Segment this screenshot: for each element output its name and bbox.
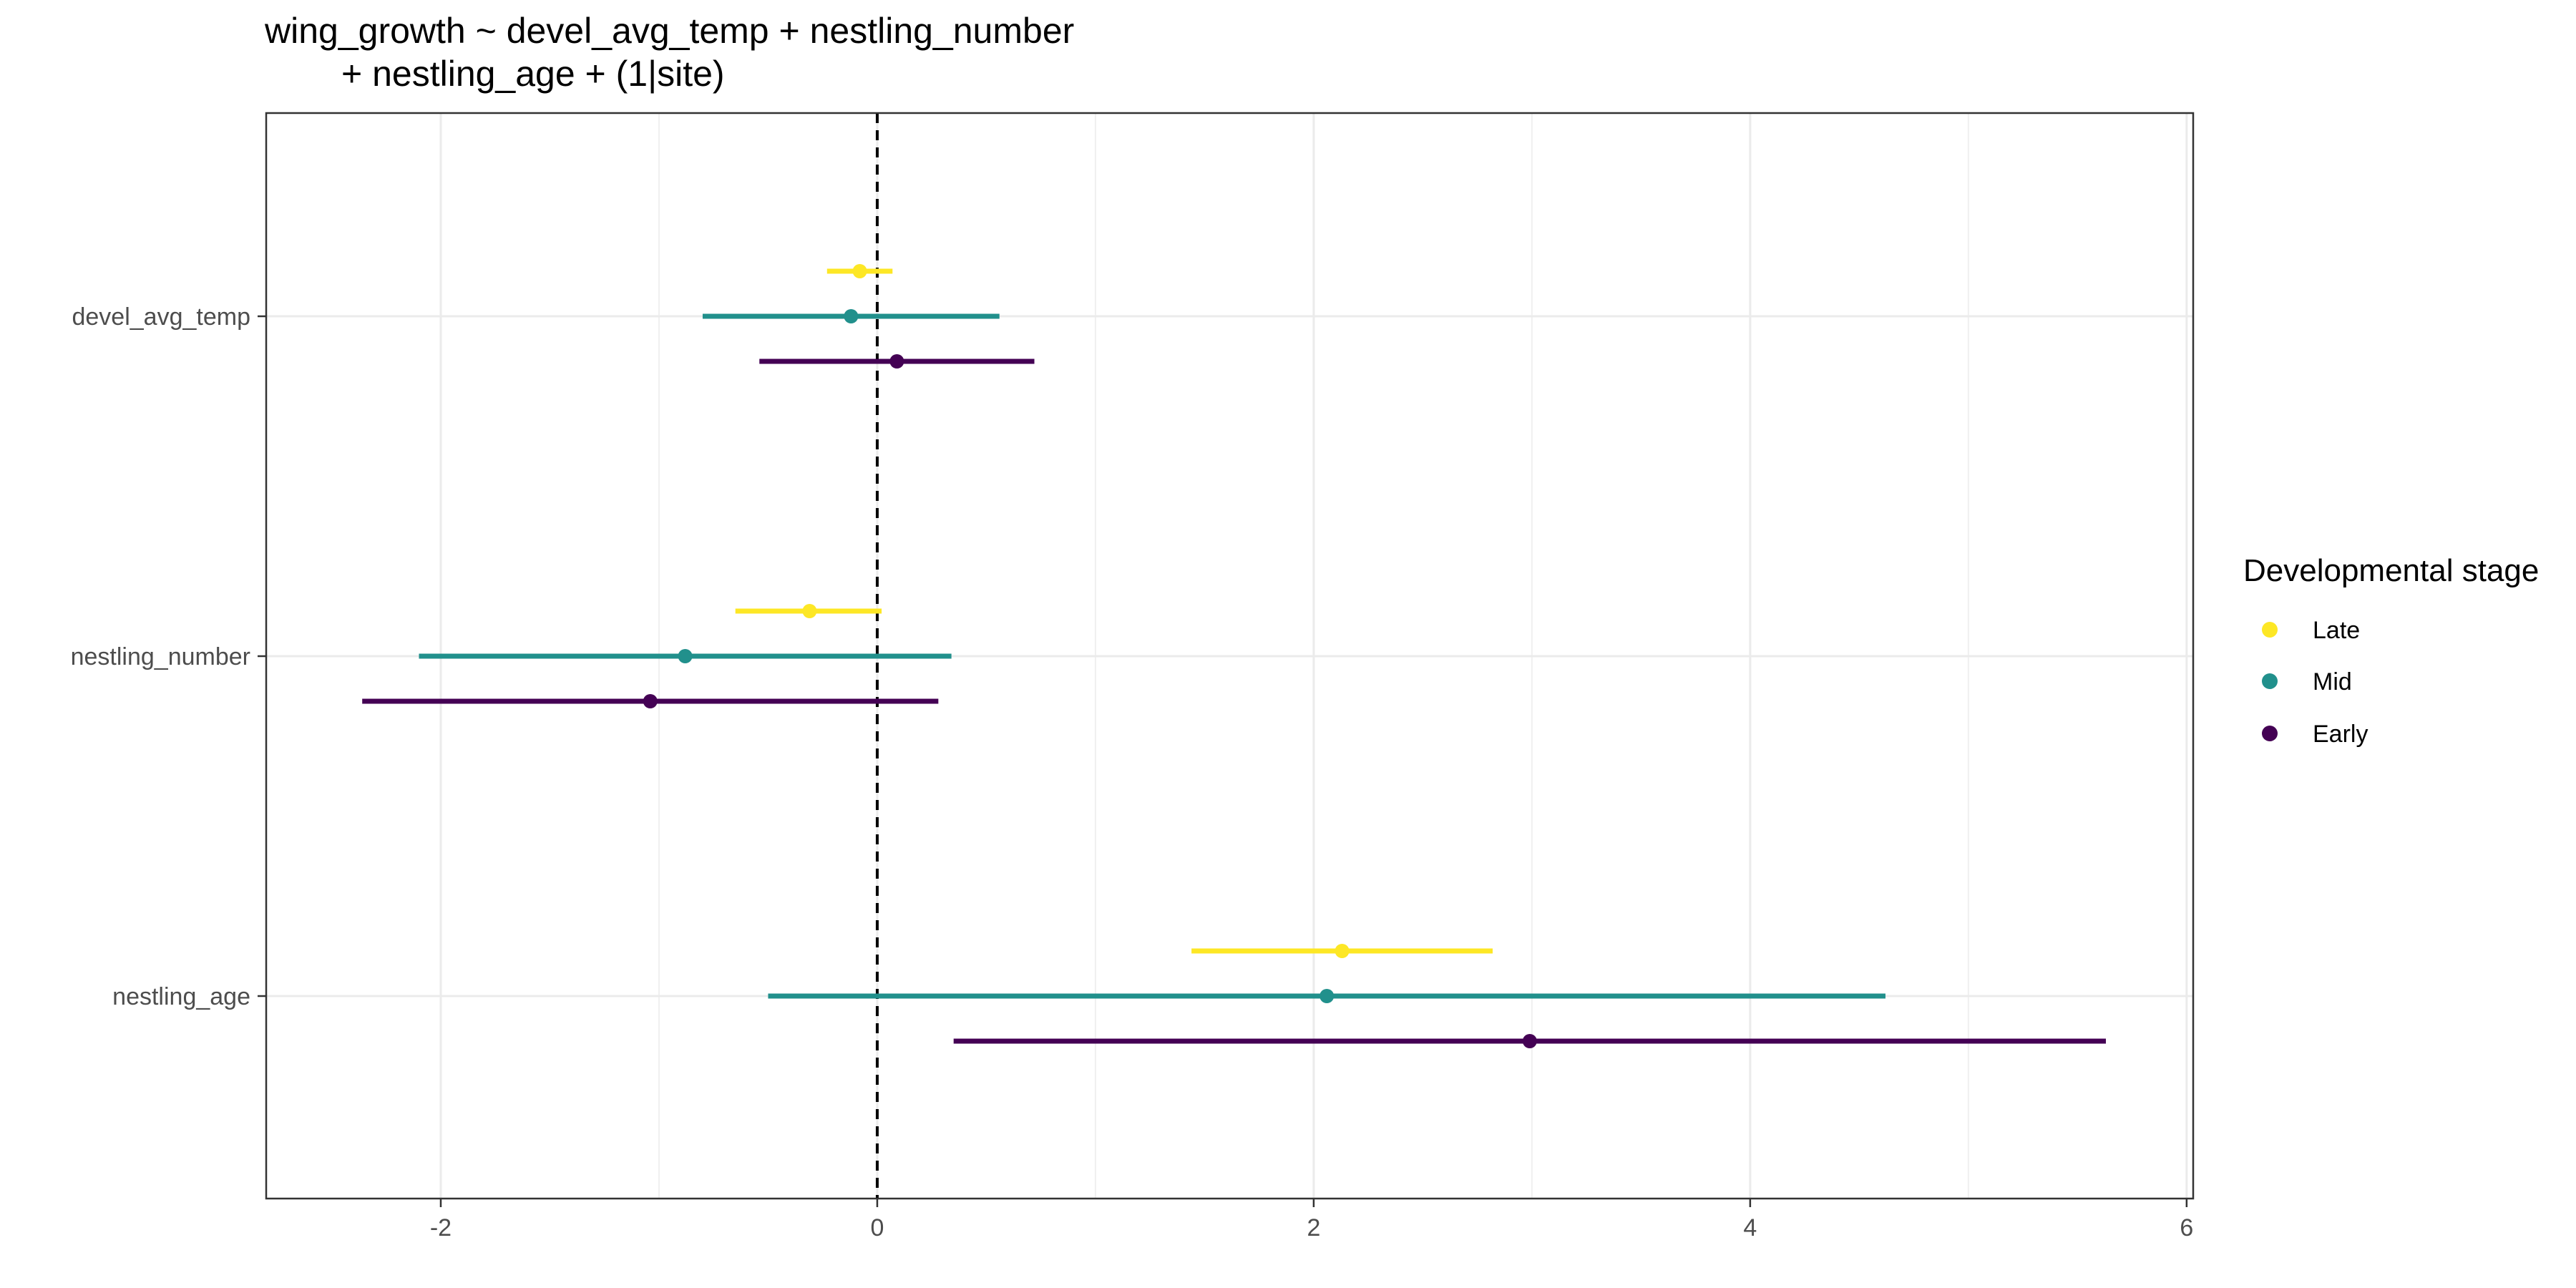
- point-mid-devel_avg_temp: [844, 309, 859, 323]
- legend-label-early: Early: [2313, 721, 2368, 748]
- chart-title-line-2: + nestling_age + (1|site): [341, 54, 725, 94]
- legend-label-late: Late: [2313, 617, 2360, 644]
- y-tick-label-devel_avg_temp: devel_avg_temp: [72, 303, 250, 331]
- legend-title: Developmental stage: [2243, 553, 2539, 588]
- point-mid-nestling_number: [678, 649, 693, 663]
- x-tick-label: 2: [1307, 1214, 1320, 1241]
- point-early-devel_avg_temp: [889, 354, 904, 369]
- x-axis: -2 0 2 4 6: [430, 1199, 2193, 1241]
- x-tick-label: -2: [430, 1214, 452, 1241]
- point-early-nestling_number: [643, 694, 658, 708]
- point-late-nestling_number: [802, 604, 817, 618]
- point-mid-nestling_age: [1319, 989, 1335, 1003]
- x-tick-label: 6: [2180, 1214, 2193, 1241]
- series-early: [362, 354, 2107, 1048]
- x-tick-label: 0: [870, 1214, 884, 1241]
- legend-key-mid: [2262, 673, 2278, 689]
- series-layer: [362, 264, 2107, 1048]
- series-mid: [419, 309, 1885, 1003]
- legend-key-early: [2262, 726, 2278, 741]
- point-late-devel_avg_temp: [852, 264, 867, 278]
- point-late-nestling_age: [1335, 944, 1350, 958]
- point-early-nestling_age: [1522, 1034, 1537, 1048]
- series-late: [735, 264, 1493, 958]
- legend: Developmental stage Late Mid Early: [2243, 553, 2539, 748]
- y-tick-label-nestling_number: nestling_number: [71, 643, 250, 670]
- y-axis: devel_avg_temp nestling_number nestling_ag…: [71, 303, 266, 1010]
- legend-label-mid: Mid: [2313, 668, 2352, 696]
- x-tick-label: 4: [1743, 1214, 1757, 1241]
- y-tick-label-nestling_age: nestling_age: [112, 983, 250, 1010]
- legend-key-late: [2262, 622, 2278, 638]
- chart-title-line-1: wing_growth ~ devel_avg_temp + nestling_…: [264, 11, 1074, 51]
